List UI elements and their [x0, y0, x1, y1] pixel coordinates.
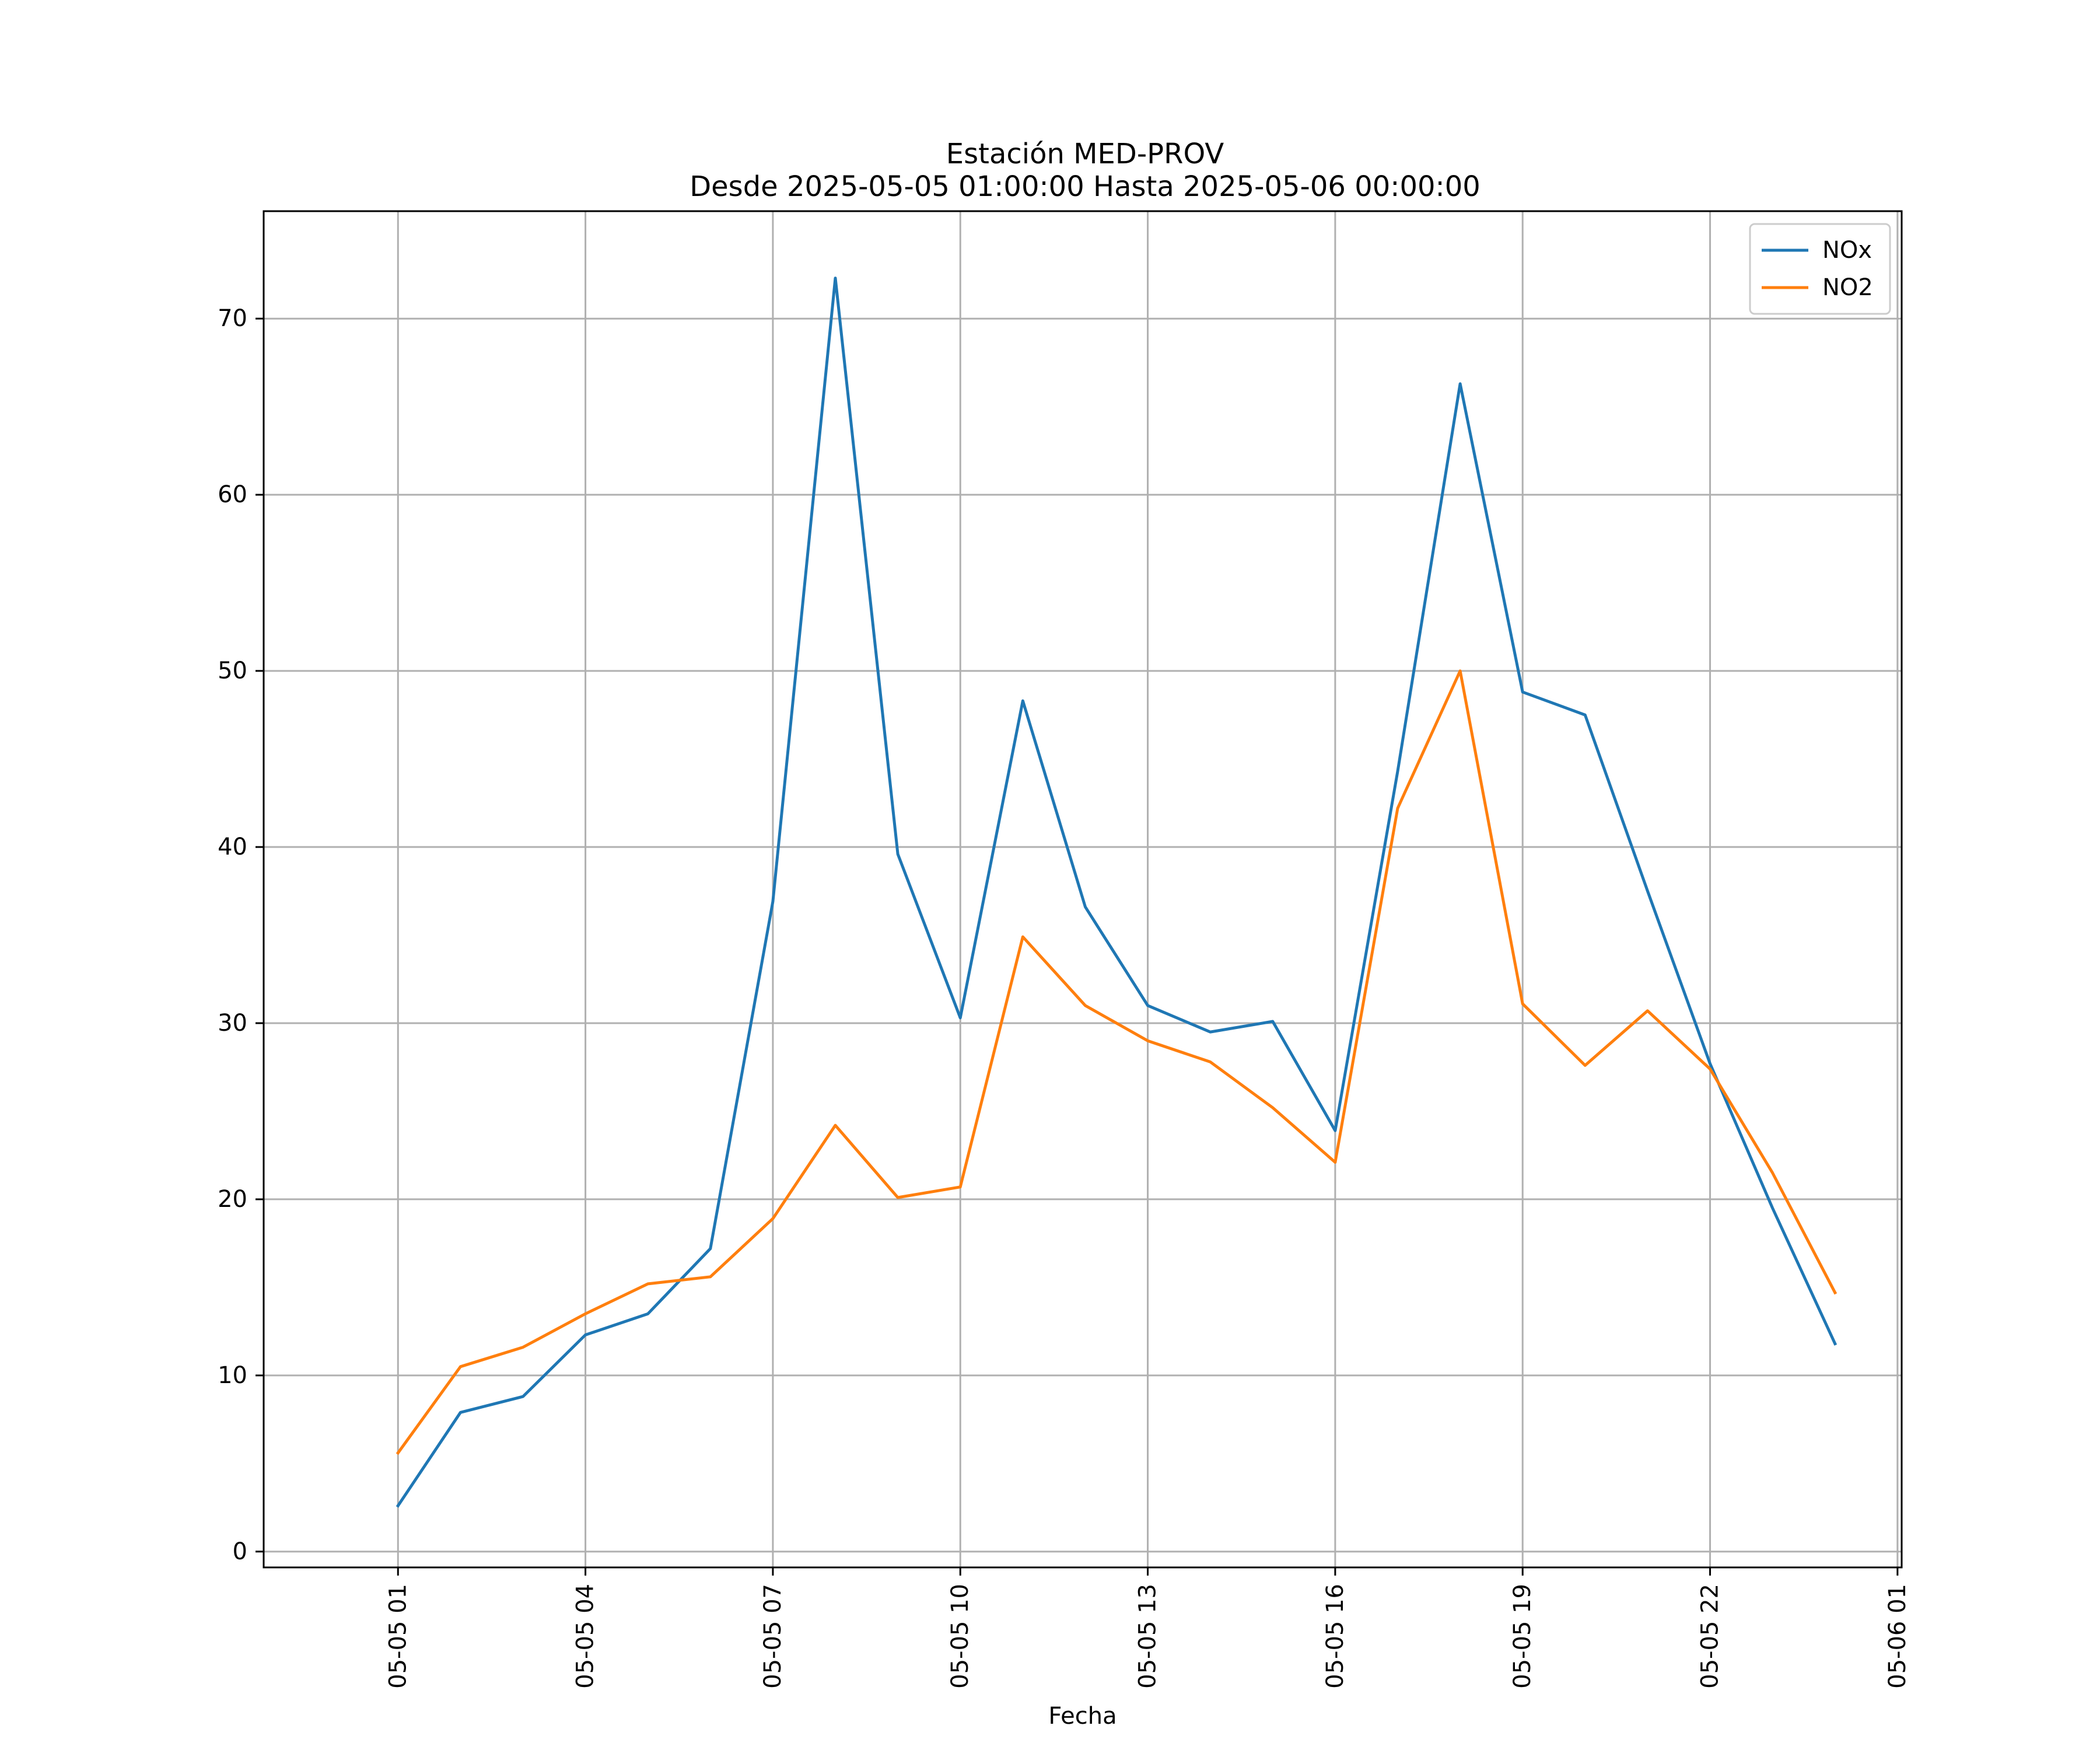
x-axis-label: Fecha	[1048, 1703, 1116, 1730]
y-tick-label: 20	[218, 1186, 247, 1213]
series-line-nox	[396, 276, 1838, 1508]
y-tick-label: 40	[218, 834, 247, 860]
y-tick-label: 0	[233, 1538, 247, 1565]
x-tick-label: 05-06 01	[1884, 1584, 1911, 1689]
legend-box	[1749, 223, 1891, 315]
y-tick-label: 60	[218, 481, 247, 508]
x-tick-label: 05-05 10	[947, 1584, 974, 1689]
x-tick-label: 05-05 04	[572, 1584, 599, 1689]
chart-title-group: Estación MED-PROV Desde 2025-05-05 01:00…	[690, 138, 1480, 203]
legend: NOx NO2	[1749, 223, 1891, 315]
grid	[264, 211, 1902, 1567]
x-tick-label: 05-05 01	[384, 1584, 411, 1689]
x-tick-label: 05-05 22	[1697, 1584, 1724, 1689]
chart-title: Estación MED-PROV	[946, 138, 1224, 170]
x-tick-label: 05-05 16	[1322, 1584, 1349, 1689]
x-axis-ticks: 05-05 01 05-05 04 05-05 07 05-05 10 05-05 13…	[384, 1567, 1911, 1689]
chart-subtitle: Desde 2025-05-05 01:00:00 Hasta 2025-05-…	[690, 170, 1480, 203]
x-tick-label: 05-05 07	[760, 1584, 786, 1689]
legend-label: NOx	[1822, 237, 1872, 264]
y-tick-label: 10	[218, 1362, 247, 1389]
y-axis-ticks: 0 10 20 30 40 50 60 70	[218, 305, 264, 1565]
x-tick-label: 05-05 13	[1135, 1584, 1161, 1689]
series-lines	[396, 276, 1838, 1508]
legend-label: NO2	[1822, 274, 1873, 301]
y-tick-label: 70	[218, 305, 247, 332]
y-tick-label: 30	[218, 1010, 247, 1037]
plot-frame	[262, 210, 1903, 1569]
y-tick-label: 50	[218, 657, 247, 684]
series-line-no2	[396, 669, 1838, 1455]
x-tick-label: 05-05 19	[1509, 1584, 1536, 1689]
